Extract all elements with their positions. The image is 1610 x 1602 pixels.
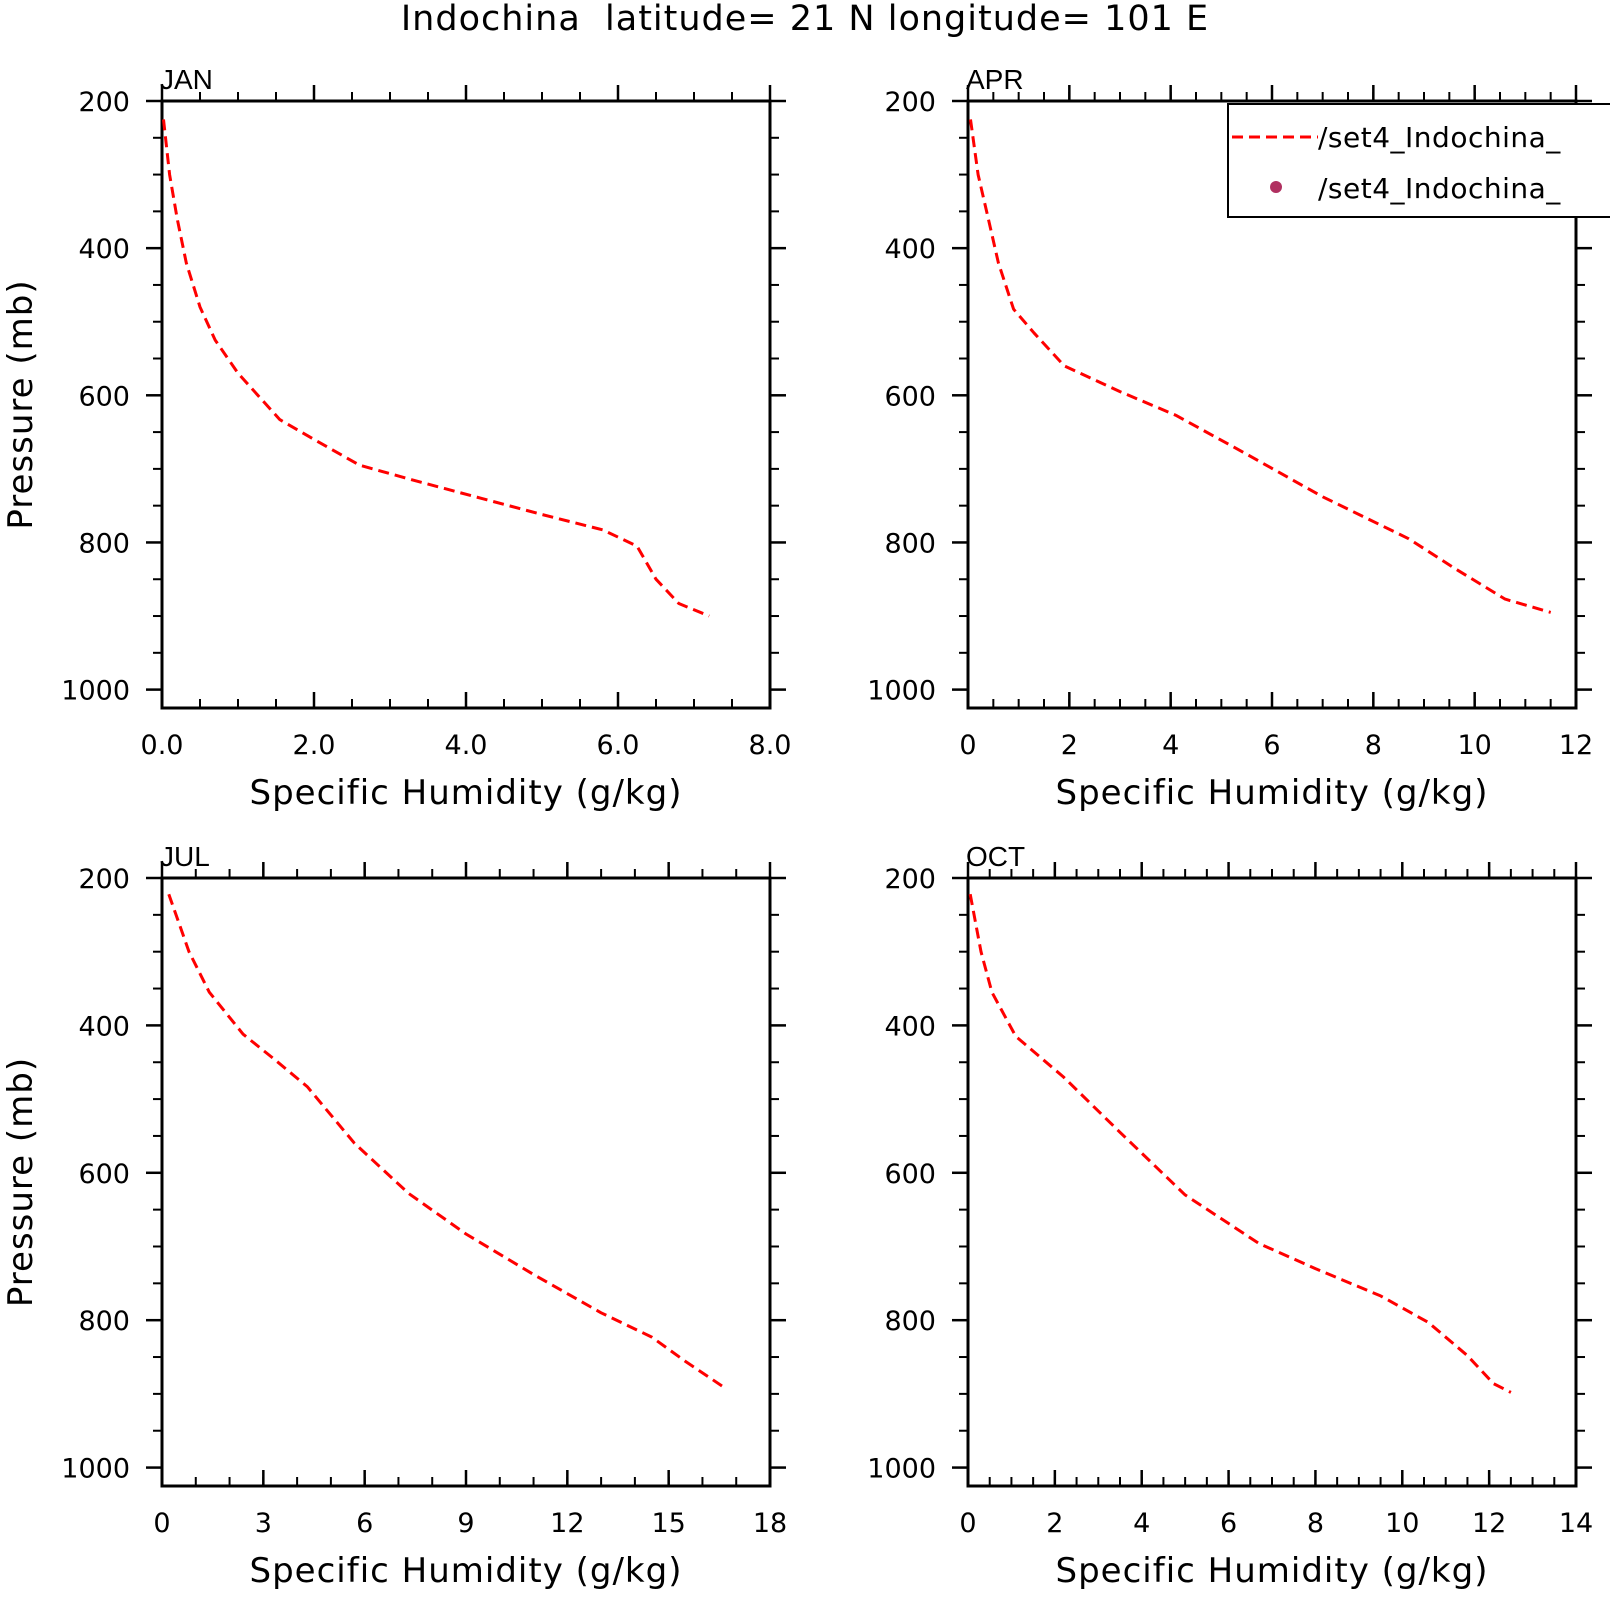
series-line (162, 119, 710, 618)
y-tick-label: 200 (78, 87, 130, 118)
y-tick-label: 800 (884, 528, 936, 559)
y-tick-label: 800 (78, 528, 130, 559)
y-tick-label: 400 (78, 1011, 130, 1042)
y-tick-label: 1000 (867, 676, 936, 707)
x-tick-label: 6 (1220, 1508, 1237, 1539)
y-tick-label: 400 (884, 1011, 936, 1042)
legend-entry-label: /set4_Indochina_ (1318, 121, 1561, 154)
x-axis-label: Specific Humidity (g/kg) (250, 1551, 683, 1591)
x-tick-label: 12 (550, 1508, 584, 1539)
y-tick-label: 200 (78, 864, 130, 895)
x-tick-label: 12 (1472, 1508, 1506, 1539)
series-line (167, 893, 727, 1390)
x-tick-label: 6 (356, 1508, 373, 1539)
x-tick-label: 15 (651, 1508, 685, 1539)
x-tick-label: 2 (1046, 1508, 1063, 1539)
x-tick-label: 6 (1263, 730, 1280, 761)
series-line (968, 893, 1512, 1394)
x-axis-label: Specific Humidity (g/kg) (1056, 1551, 1489, 1591)
panel-title: JUL (160, 841, 210, 872)
x-tick-label: 4 (1133, 1508, 1150, 1539)
y-tick-label: 400 (78, 234, 130, 265)
x-tick-label: 0 (959, 730, 976, 761)
series-line (969, 119, 1552, 614)
y-tick-label: 600 (884, 381, 936, 412)
y-axis-label: Pressure (mb) (1, 1057, 41, 1307)
x-tick-label: 18 (753, 1508, 787, 1539)
panel-jul: JUL 0 3 6 9 12 15 18 200 400 600 800 1000 Specific Hu… (1, 841, 787, 1591)
x-tick-label: 0.0 (141, 730, 184, 761)
panel-title: APR (966, 64, 1024, 95)
x-tick-label: 0 (153, 1508, 170, 1539)
legend-dot-swatch (1270, 181, 1282, 193)
panel-jan: JAN 0.0 2.0 4.0 6.0 8.0 200 400 600 800 1000 Specif… (1, 64, 791, 813)
x-tick-label: 14 (1559, 1508, 1593, 1539)
y-tick-label: 800 (884, 1306, 936, 1337)
legend-box (1227, 103, 1610, 218)
x-tick-label: 8 (1307, 1508, 1324, 1539)
x-tick-label: 2 (1061, 730, 1078, 761)
x-tick-label: 8.0 (749, 730, 792, 761)
x-tick-label: 10 (1457, 730, 1491, 761)
legend-entry-label: /set4_Indochina_ (1318, 172, 1561, 205)
x-tick-label: 8 (1365, 730, 1382, 761)
x-tick-label: 12 (1559, 730, 1593, 761)
x-tick-label: 4 (1162, 730, 1179, 761)
y-tick-label: 600 (78, 381, 130, 412)
panel-apr: APR 0 2 4 6 8 10 12 200 400 600 800 1000 Specific Hum… (867, 64, 1593, 813)
x-tick-label: 3 (255, 1508, 272, 1539)
y-tick-label: 200 (884, 864, 936, 895)
y-tick-label: 800 (78, 1306, 130, 1337)
x-axis-label: Specific Humidity (g/kg) (250, 773, 683, 813)
x-axis-label: Specific Humidity (g/kg) (1056, 773, 1489, 813)
plot-frame (966, 876, 1578, 1488)
plot-frame (160, 99, 772, 710)
panel-title: OCT (966, 841, 1025, 872)
figure-title: Indochina latitude= 21 N longitude= 101 … (401, 0, 1209, 39)
y-tick-label: 1000 (61, 676, 130, 707)
y-tick-label: 1000 (867, 1454, 936, 1485)
y-axis-label: Pressure (mb) (1, 279, 41, 529)
panel-title: JAN (160, 64, 213, 95)
y-tick-label: 1000 (61, 1454, 130, 1485)
x-tick-label: 2.0 (293, 730, 336, 761)
y-tick-label: 600 (884, 1159, 936, 1190)
x-tick-label: 6.0 (597, 730, 640, 761)
legend: /set4_Indochina_ /set4_Indochina_ (1227, 103, 1610, 218)
y-tick-label: 200 (884, 87, 936, 118)
x-tick-label: 4.0 (445, 730, 488, 761)
panel-oct: OCT 0 2 4 6 8 10 12 14 200 400 600 800 1000 Specific H… (867, 841, 1593, 1591)
x-tick-label: 0 (959, 1508, 976, 1539)
y-tick-label: 600 (78, 1159, 130, 1190)
y-tick-label: 400 (884, 234, 936, 265)
x-tick-label: 9 (457, 1508, 474, 1539)
plot-frame (160, 876, 772, 1488)
x-tick-label: 10 (1385, 1508, 1419, 1539)
